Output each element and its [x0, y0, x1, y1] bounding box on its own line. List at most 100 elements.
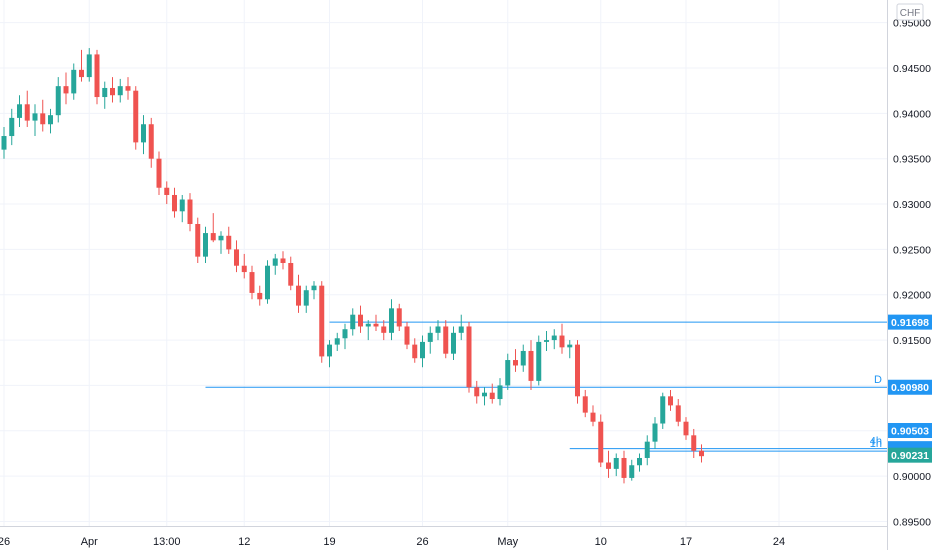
candle — [660, 392, 666, 429]
candle-body — [265, 265, 270, 300]
x-tick-label: 12 — [238, 536, 250, 548]
candle — [311, 281, 317, 300]
candle-body — [226, 235, 232, 250]
candle — [94, 49, 100, 105]
candle-body — [652, 423, 658, 442]
candle-body — [482, 392, 487, 397]
y-tick-label: 0.92000 — [893, 290, 931, 302]
candle — [582, 389, 588, 418]
currency-label: CHF — [900, 8, 921, 19]
candle-body — [505, 360, 511, 386]
candle-body — [396, 308, 402, 327]
candle-body — [474, 387, 480, 397]
x-tick-label: 26 — [416, 536, 428, 548]
candle — [172, 187, 177, 218]
candle — [203, 226, 208, 263]
candle — [637, 453, 642, 472]
candle-body — [24, 104, 30, 121]
candle-body — [644, 441, 650, 458]
candle — [334, 332, 340, 351]
level-line: 1h — [647, 438, 887, 452]
candle — [288, 256, 294, 291]
candle-body — [520, 350, 526, 366]
price-tag-text: 0.91698 — [891, 317, 929, 329]
candle-body — [327, 344, 332, 357]
candle — [133, 86, 139, 150]
candle-body — [365, 323, 371, 327]
y-tick-label: 0.93500 — [893, 154, 931, 166]
candle-body — [148, 124, 154, 159]
candle-body — [606, 462, 611, 469]
last-price-tag: 0.90231 — [888, 447, 932, 463]
candle-body — [272, 258, 278, 266]
candle-body — [389, 308, 394, 333]
candle — [559, 323, 565, 354]
y-tick-label: 0.91500 — [893, 335, 931, 347]
candle-body — [210, 233, 216, 241]
candle-body — [110, 87, 115, 96]
candle — [668, 389, 673, 411]
currency-badge[interactable]: CHF — [896, 3, 924, 21]
y-tick-label: 0.94500 — [893, 63, 931, 75]
candle — [381, 320, 387, 341]
candle — [513, 349, 518, 372]
candle — [296, 274, 301, 313]
candle — [675, 399, 681, 427]
candle — [699, 444, 704, 463]
candle — [373, 314, 379, 332]
candle-body — [683, 421, 689, 436]
candle — [272, 253, 278, 275]
candle — [265, 260, 270, 304]
price-tag-text: 0.90231 — [891, 450, 929, 462]
candle — [365, 320, 371, 341]
candle — [404, 321, 410, 350]
candle-body — [241, 265, 247, 273]
price-tag-background — [888, 423, 932, 439]
candle-body — [311, 285, 317, 291]
candle-body — [17, 104, 22, 118]
candle-body — [133, 90, 139, 143]
candle-body — [381, 326, 387, 333]
candle-body — [668, 396, 673, 406]
candle-body — [699, 450, 704, 457]
candle-body — [296, 285, 301, 306]
x-tick-label: 10 — [595, 536, 607, 548]
level-line: D — [205, 374, 887, 388]
candle-body — [691, 435, 697, 451]
candle — [24, 90, 30, 127]
candle — [48, 108, 53, 134]
candle — [241, 253, 247, 279]
candle — [458, 314, 464, 341]
candle-body — [443, 326, 449, 354]
candle-body — [249, 272, 255, 293]
candle-body — [234, 249, 239, 266]
candle — [451, 326, 456, 361]
candle-body — [334, 338, 340, 345]
candle-body — [451, 332, 456, 354]
extra-price-tag: 0.90503 — [888, 423, 932, 439]
candle — [497, 378, 503, 406]
candle-body — [303, 290, 309, 306]
candle-body — [55, 86, 61, 116]
candle — [606, 450, 611, 478]
candle-body — [613, 457, 619, 469]
candle-body — [489, 392, 495, 400]
candle-body — [71, 69, 77, 94]
candle-body — [536, 341, 542, 381]
candle-body — [156, 158, 162, 188]
candle — [195, 217, 201, 263]
candle — [226, 226, 232, 254]
candle — [1, 126, 7, 159]
candle-body — [575, 344, 580, 397]
price-tag-background — [888, 447, 932, 463]
candle — [86, 48, 92, 82]
candle — [544, 331, 549, 351]
candle-body — [179, 199, 185, 212]
candle — [210, 213, 216, 243]
candle-body — [342, 329, 348, 339]
x-tick-label: Apr — [81, 536, 98, 548]
